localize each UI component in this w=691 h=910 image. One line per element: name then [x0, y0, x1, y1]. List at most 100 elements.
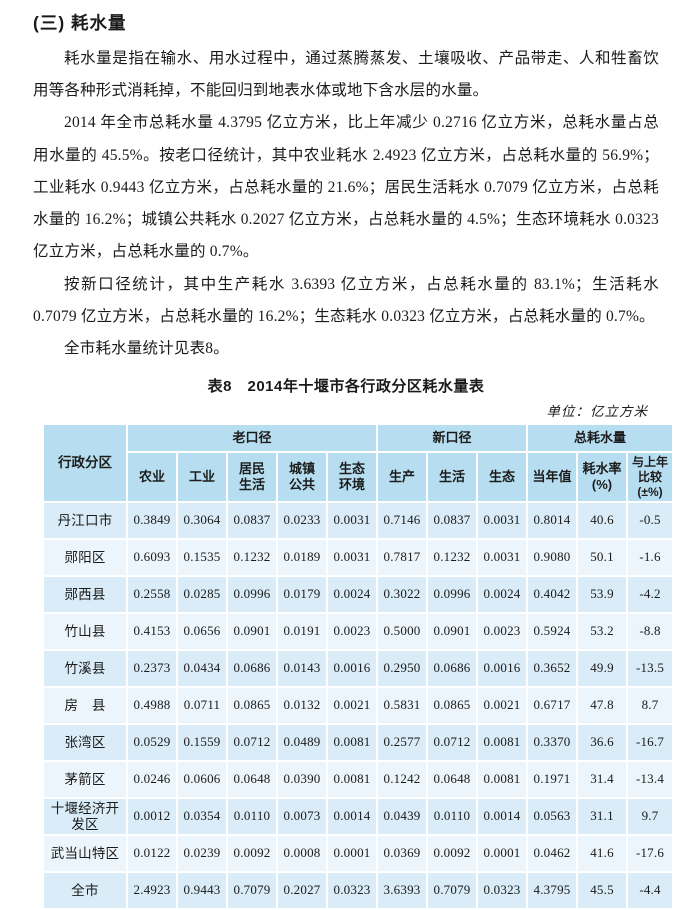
- table-cell: 4.3795: [526, 871, 578, 910]
- paragraph-new-caliber-stats: 按新口径统计，其中生产耗水 3.6393 亿立方米，占总耗水量的 83.1%；生…: [33, 275, 659, 325]
- row-label: 全市: [42, 871, 128, 910]
- table-cell: 0.0434: [176, 649, 228, 689]
- table-row: 十堰经济开发区 0.0012 0.0354 0.0110 0.0073 0.0014 0.0…: [42, 797, 675, 837]
- table-row: 丹江口市 0.3849 0.3064 0.0837 0.0233 0.0031 0.7146…: [42, 501, 675, 541]
- table-cell: 0.5924: [526, 612, 578, 652]
- table-cell: 0.4042: [526, 575, 578, 615]
- column-sub-header-3: 城镇 公共: [276, 451, 328, 504]
- table-cell: 0.0246: [126, 760, 178, 800]
- table-cell: 0.0073: [276, 797, 328, 837]
- table-cell: 0.0712: [226, 723, 278, 763]
- column-sub-header-8: 当年值: [526, 451, 578, 504]
- table-cell: -0.5: [625, 501, 675, 541]
- table-cell: 0.2558: [126, 575, 178, 615]
- table-cell: -4.4: [625, 871, 675, 910]
- table-cell: 0.7079: [226, 871, 278, 910]
- table-header: 行政分区 老口径 新口径 总耗水量 农业 工业 居民 生活 城镇 公共 生态 环境 生产 生活 生态当…: [42, 423, 675, 504]
- table-cell: 0.0024: [476, 575, 528, 615]
- table-cell: 0.0901: [426, 612, 478, 652]
- table-cell: 0.0837: [226, 501, 278, 541]
- table-cell: 0.0122: [126, 834, 178, 874]
- table-cell: 0.8014: [526, 501, 578, 541]
- table-cell: 0.0008: [276, 834, 328, 874]
- table-cell: 0.0021: [476, 686, 528, 726]
- table-cell: 0.0016: [476, 649, 528, 689]
- row-label: 丹江口市: [42, 501, 128, 541]
- column-sub-header-9: 耗水率 (%): [576, 451, 628, 504]
- table-cell: 0.0323: [476, 871, 528, 910]
- table-cell: -8.8: [625, 612, 675, 652]
- table-row: 茅箭区 0.0246 0.0606 0.0648 0.0390 0.0081 0.1242 0…: [42, 760, 675, 800]
- table-cell: 0.1535: [176, 538, 228, 578]
- column-sub-header-0: 农业: [126, 451, 178, 504]
- table-cell: 0.0439: [376, 797, 428, 837]
- table-cell: 0.0837: [426, 501, 478, 541]
- row-label: 张湾区: [42, 723, 128, 763]
- table-cell: 0.0021: [326, 686, 378, 726]
- table-cell: -13.4: [625, 760, 675, 800]
- table-cell: 0.0285: [176, 575, 228, 615]
- table-cell: 0.0711: [176, 686, 228, 726]
- table-cell: 0.1232: [226, 538, 278, 578]
- column-sub-header-2: 居民 生活: [226, 451, 278, 504]
- table-cell: 2.4923: [126, 871, 178, 910]
- table-cell: 0.0024: [326, 575, 378, 615]
- table-row: 房 县 0.4988 0.0711 0.0865 0.0132 0.0021 0.5831 0…: [42, 686, 675, 726]
- table-cell: 0.0014: [476, 797, 528, 837]
- table-cell: 53.2: [576, 612, 628, 652]
- row-label: 房 县: [42, 686, 128, 726]
- table-cell: 0.0901: [226, 612, 278, 652]
- table-cell: 40.6: [576, 501, 628, 541]
- row-label: 郧西县: [42, 575, 128, 615]
- table-cell: 0.0031: [326, 501, 378, 541]
- table-cell: 0.0189: [276, 538, 328, 578]
- table-cell: 36.6: [576, 723, 628, 763]
- table-row: 武当山特区 0.0122 0.0239 0.0092 0.0008 0.0001 0.036…: [42, 834, 675, 874]
- table-cell: 47.8: [576, 686, 628, 726]
- table-cell: 0.0031: [476, 501, 528, 541]
- table-cell: 0.0996: [226, 575, 278, 615]
- table-cell: 0.0865: [426, 686, 478, 726]
- column-group-header-0: 老口径: [126, 423, 378, 454]
- table-cell: 0.0233: [276, 501, 328, 541]
- table-cell: 0.1232: [426, 538, 478, 578]
- water-consumption-table-container: 行政分区 老口径 新口径 总耗水量 农业 工业 居民 生活 城镇 公共 生态 环境 生产 生活 生态当…: [42, 423, 675, 910]
- table-cell: 0.0563: [526, 797, 578, 837]
- table-cell: 0.0110: [426, 797, 478, 837]
- table-cell: -1.6: [625, 538, 675, 578]
- table-cell: 0.0001: [476, 834, 528, 874]
- table-cell: 0.0489: [276, 723, 328, 763]
- table-cell: 0.0712: [426, 723, 478, 763]
- table-cell: 41.6: [576, 834, 628, 874]
- table-cell: 0.3064: [176, 501, 228, 541]
- table-row: 郧西县 0.2558 0.0285 0.0996 0.0179 0.0024 0.3022 0…: [42, 575, 675, 615]
- table-cell: 0.0110: [226, 797, 278, 837]
- table-cell: 45.5: [576, 871, 628, 910]
- table-cell: 0.5000: [376, 612, 428, 652]
- table-cell: 0.0239: [176, 834, 228, 874]
- table-cell: 0.0031: [326, 538, 378, 578]
- table-title: 表8 2014年十堰市各行政分区耗水量表: [207, 378, 485, 396]
- table-cell: 0.0023: [476, 612, 528, 652]
- table-cell: 0.4988: [126, 686, 178, 726]
- table-cell: 0.0012: [126, 797, 178, 837]
- table-cell: 0.0092: [426, 834, 478, 874]
- table-cell: 9.7: [625, 797, 675, 837]
- row-label: 竹溪县: [42, 649, 128, 689]
- table-cell: 0.0648: [426, 760, 478, 800]
- table-cell: 0.0132: [276, 686, 328, 726]
- table-cell: 0.3652: [526, 649, 578, 689]
- table-cell: 0.0606: [176, 760, 228, 800]
- table-cell: 0.0686: [226, 649, 278, 689]
- row-label: 茅箭区: [42, 760, 128, 800]
- paragraph-definition: 耗水量是指在输水、用水过程中，通过蒸腾蒸发、土壤吸收、产品带走、人和牲畜饮用等各…: [33, 50, 659, 100]
- table-cell: 0.6717: [526, 686, 578, 726]
- table-cell: 0.0656: [176, 612, 228, 652]
- column-sub-header-1: 工业: [176, 451, 228, 504]
- table-cell: 0.1559: [176, 723, 228, 763]
- table-cell: 0.0081: [326, 723, 378, 763]
- table-row: 竹山县 0.4153 0.0656 0.0901 0.0191 0.0023 0.5000 0…: [42, 612, 675, 652]
- table-cell: 0.5831: [376, 686, 428, 726]
- table-cell: 0.0390: [276, 760, 328, 800]
- table-cell: 0.0354: [176, 797, 228, 837]
